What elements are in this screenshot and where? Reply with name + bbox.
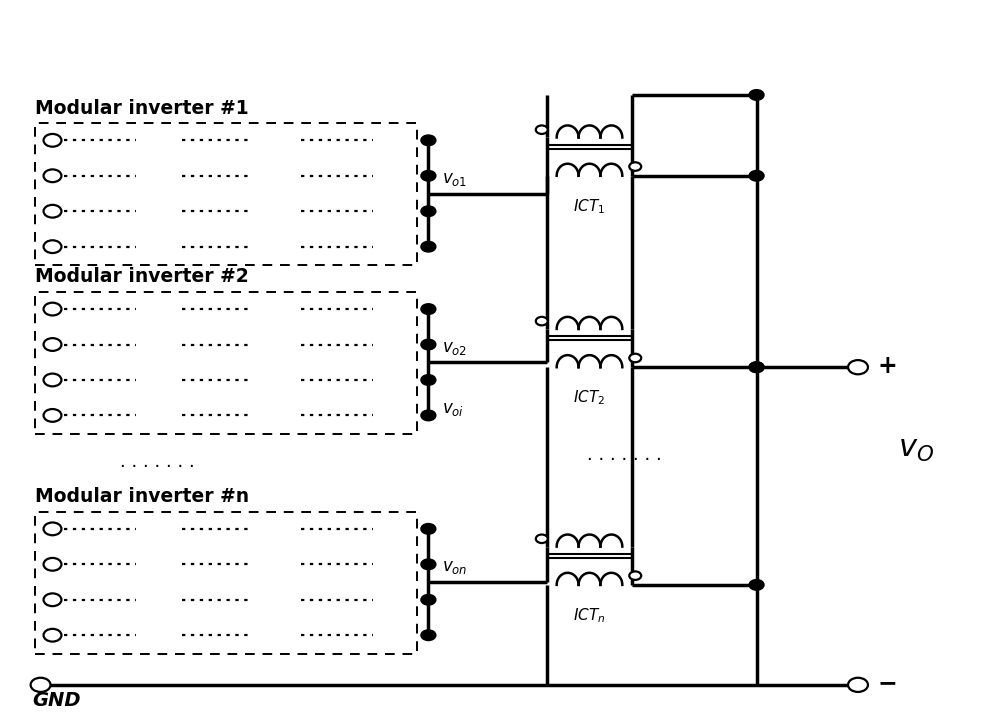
Circle shape [629, 353, 641, 362]
Circle shape [536, 125, 548, 134]
Circle shape [31, 678, 51, 692]
Circle shape [44, 134, 61, 147]
Text: $ICT_1$: $ICT_1$ [573, 197, 606, 216]
Circle shape [421, 375, 436, 385]
Circle shape [44, 240, 61, 253]
Circle shape [848, 360, 868, 374]
Circle shape [421, 630, 436, 640]
Text: GND: GND [33, 690, 81, 710]
Text: $v_{on}$: $v_{on}$ [442, 559, 468, 576]
Circle shape [749, 579, 764, 590]
Circle shape [421, 339, 436, 350]
Circle shape [749, 171, 764, 181]
Text: $v_{o1}$: $v_{o1}$ [442, 170, 468, 188]
Circle shape [421, 206, 436, 217]
Circle shape [44, 374, 61, 386]
Circle shape [44, 594, 61, 606]
Circle shape [749, 362, 764, 373]
Circle shape [44, 409, 61, 422]
Text: $ICT_2$: $ICT_2$ [573, 389, 606, 407]
Circle shape [421, 523, 436, 534]
Text: · · · · · · ·: · · · · · · · [120, 458, 194, 476]
Text: $v_O$: $v_O$ [898, 435, 934, 464]
Circle shape [421, 410, 436, 421]
Text: Modular inverter #2: Modular inverter #2 [35, 267, 248, 286]
Text: $v_{oi}$: $v_{oi}$ [442, 399, 464, 417]
Circle shape [44, 205, 61, 217]
Circle shape [421, 242, 436, 252]
Circle shape [44, 338, 61, 351]
Circle shape [421, 171, 436, 181]
Circle shape [421, 304, 436, 314]
Circle shape [44, 523, 61, 536]
Text: +: + [878, 353, 898, 378]
Circle shape [749, 90, 764, 100]
Text: $v_{o2}$: $v_{o2}$ [442, 338, 468, 356]
Text: Modular inverter #n: Modular inverter #n [35, 487, 249, 506]
Text: −: − [878, 671, 898, 695]
Circle shape [629, 162, 641, 171]
Circle shape [421, 135, 436, 146]
Circle shape [848, 678, 868, 692]
Circle shape [536, 317, 548, 326]
Circle shape [749, 362, 764, 373]
Text: · · · · · · ·: · · · · · · · [587, 451, 662, 469]
Circle shape [44, 303, 61, 315]
Text: Modular inverter #1: Modular inverter #1 [35, 99, 248, 118]
Circle shape [421, 559, 436, 569]
Circle shape [44, 169, 61, 182]
Circle shape [44, 629, 61, 642]
Circle shape [421, 594, 436, 605]
Circle shape [629, 571, 641, 580]
Text: $ICT_n$: $ICT_n$ [573, 606, 606, 625]
Circle shape [536, 535, 548, 543]
Circle shape [44, 558, 61, 571]
